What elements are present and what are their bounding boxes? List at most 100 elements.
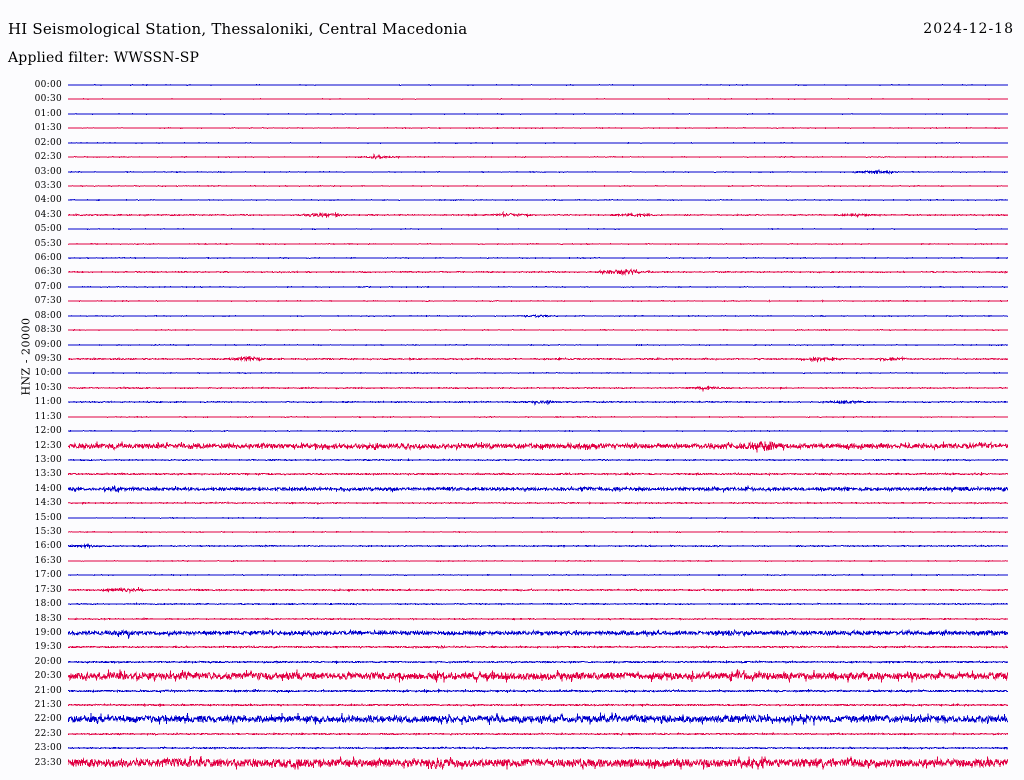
time-axis-tick-label: 21:30 xyxy=(34,700,62,711)
record-date: 2024-12-18 xyxy=(923,21,1014,37)
time-axis-tick-label: 03:30 xyxy=(34,180,62,191)
helicorder-row: 00:30 xyxy=(0,92,1024,106)
time-axis-tick-label: 18:30 xyxy=(34,613,62,624)
time-axis-tick-label: 18:00 xyxy=(34,599,62,610)
helicorder-row: 18:30 xyxy=(0,612,1024,626)
time-axis-tick-label: 00:30 xyxy=(34,94,62,105)
time-axis-tick-label: 05:30 xyxy=(34,238,62,249)
time-axis-tick-label: 01:30 xyxy=(34,123,62,134)
helicorder-row: 11:30 xyxy=(0,410,1024,424)
helicorder-row: 13:30 xyxy=(0,467,1024,481)
helicorder-row: 09:00 xyxy=(0,338,1024,352)
helicorder-row: 15:00 xyxy=(0,511,1024,525)
seismic-trace xyxy=(68,755,1008,770)
time-axis-tick-label: 23:00 xyxy=(34,743,62,754)
helicorder-row: 03:00 xyxy=(0,165,1024,179)
seismic-trace xyxy=(68,342,1008,347)
seismic-trace xyxy=(68,227,1008,231)
helicorder-row: 12:30 xyxy=(0,439,1024,453)
time-axis-tick-label: 04:00 xyxy=(34,195,62,206)
time-axis-tick-label: 07:30 xyxy=(34,296,62,307)
time-axis-tick-label: 19:30 xyxy=(34,642,62,653)
seismic-trace xyxy=(68,628,1008,640)
time-axis-tick-label: 04:30 xyxy=(34,209,62,220)
time-axis-tick-label: 09:00 xyxy=(34,339,62,350)
helicorder-row: 08:00 xyxy=(0,309,1024,323)
time-axis-tick-label: 16:00 xyxy=(34,541,62,552)
seismic-trace xyxy=(68,141,1008,145)
helicorder-row: 02:00 xyxy=(0,136,1024,150)
seismic-trace xyxy=(68,687,1008,694)
time-axis-tick-label: 15:30 xyxy=(34,527,62,538)
seismic-trace xyxy=(68,669,1008,683)
seismic-trace xyxy=(68,415,1008,419)
time-axis-tick-label: 01:00 xyxy=(34,108,62,119)
seismic-trace xyxy=(68,602,1008,606)
helicorder-row: 20:00 xyxy=(0,655,1024,669)
seismic-trace xyxy=(68,731,1008,736)
time-axis-tick-label: 08:00 xyxy=(34,310,62,321)
helicorder-row: 17:30 xyxy=(0,583,1024,597)
time-axis-tick-label: 02:00 xyxy=(34,137,62,148)
seismic-trace xyxy=(68,355,1008,363)
helicorder-row: 18:00 xyxy=(0,597,1024,611)
time-axis-tick-label: 13:00 xyxy=(34,454,62,465)
helicorder-row: 20:30 xyxy=(0,669,1024,683)
helicorder-row: 09:30 xyxy=(0,352,1024,366)
seismic-trace xyxy=(68,440,1008,453)
helicorder-row: 01:00 xyxy=(0,107,1024,121)
time-axis-tick-label: 05:00 xyxy=(34,224,62,235)
time-axis-tick-label: 12:30 xyxy=(34,440,62,451)
helicorder-row: 22:00 xyxy=(0,712,1024,726)
seismic-trace xyxy=(68,585,1008,594)
seismic-trace xyxy=(68,112,1008,116)
seismic-trace xyxy=(68,83,1008,87)
helicorder-row: 07:30 xyxy=(0,294,1024,308)
time-axis-tick-label: 17:00 xyxy=(34,570,62,581)
time-axis-tick-label: 08:30 xyxy=(34,325,62,336)
time-axis-tick-label: 21:00 xyxy=(34,685,62,696)
time-axis-tick-label: 14:00 xyxy=(34,483,62,494)
time-axis-tick-label: 13:30 xyxy=(34,469,62,480)
helicorder-row: 05:00 xyxy=(0,222,1024,236)
time-axis-tick-label: 20:30 xyxy=(34,671,62,682)
helicorder-row: 07:00 xyxy=(0,280,1024,294)
helicorder-row: 22:30 xyxy=(0,727,1024,741)
helicorder-row: 23:00 xyxy=(0,741,1024,755)
seismic-trace xyxy=(68,198,1008,202)
helicorder-row: 16:30 xyxy=(0,554,1024,568)
helicorder-row: 23:30 xyxy=(0,755,1024,770)
helicorder-row: 06:00 xyxy=(0,251,1024,265)
helicorder-plot: 00:00 00:30 01:00 01:30 02:00 02:30 03:00 03:30… xyxy=(0,78,1024,778)
time-axis-tick-label: 22:30 xyxy=(34,728,62,739)
time-axis-tick-label: 22:00 xyxy=(34,714,62,725)
seismic-trace xyxy=(68,168,1008,175)
time-axis-tick-label: 10:00 xyxy=(34,368,62,379)
seismic-trace xyxy=(68,616,1008,621)
seismic-trace xyxy=(68,484,1008,493)
seismic-trace xyxy=(68,516,1008,520)
time-axis-tick-label: 03:00 xyxy=(34,166,62,177)
seismic-trace xyxy=(68,399,1008,407)
helicorder-row: 15:30 xyxy=(0,525,1024,539)
time-axis-tick-label: 10:30 xyxy=(34,382,62,393)
time-axis-tick-label: 11:00 xyxy=(34,397,62,408)
page-title: HI Seismological Station, Thessaloniki, … xyxy=(8,20,468,38)
helicorder-row: 03:30 xyxy=(0,179,1024,193)
time-axis-tick-label: 00:00 xyxy=(34,80,62,90)
seismic-trace xyxy=(68,501,1008,505)
helicorder-row: 04:30 xyxy=(0,208,1024,222)
helicorder-row: 14:30 xyxy=(0,496,1024,510)
seismic-trace xyxy=(68,659,1008,665)
time-axis-tick-label: 06:30 xyxy=(34,267,62,278)
helicorder-row: 19:00 xyxy=(0,626,1024,640)
seismic-trace xyxy=(68,242,1008,246)
time-axis-tick-label: 02:30 xyxy=(34,152,62,163)
seismic-trace xyxy=(68,98,1008,101)
seismic-trace xyxy=(68,313,1008,318)
helicorder-row: 10:00 xyxy=(0,366,1024,380)
seismic-trace xyxy=(68,328,1008,332)
time-axis-tick-label: 07:00 xyxy=(34,281,62,292)
seismic-trace xyxy=(68,153,1008,160)
